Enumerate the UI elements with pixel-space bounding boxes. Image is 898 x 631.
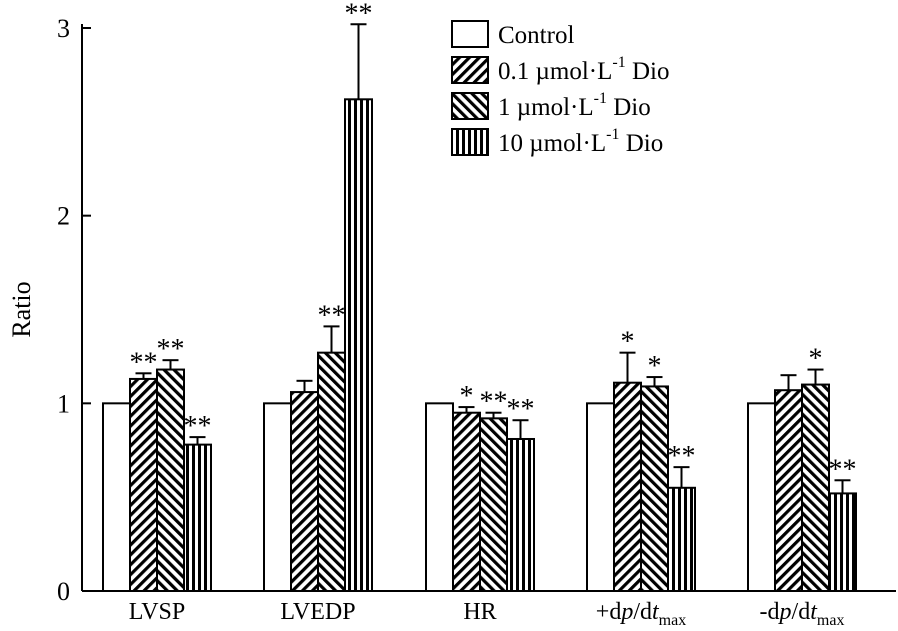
significance-marker: **	[829, 454, 857, 485]
legend-label-superscript: -1	[612, 54, 625, 71]
legend-label-main: Control	[498, 22, 574, 49]
bar	[586, 402, 615, 593]
significance-marker: *	[648, 351, 662, 382]
bar	[452, 411, 481, 593]
bar	[102, 402, 131, 593]
legend-swatch	[451, 20, 489, 48]
significance-marker: *	[809, 344, 823, 375]
legend-label-main: 0.1 µmol·L	[498, 58, 612, 85]
legend-label: 10 µmol·L-1 Dio	[498, 126, 663, 157]
y-tick-label: 3	[57, 14, 70, 43]
x-tick-label-part: t	[652, 599, 660, 625]
x-tick-label-part: p	[778, 599, 792, 625]
bar	[263, 402, 292, 593]
x-tick-label-part: /d	[633, 599, 652, 625]
bar	[290, 391, 319, 592]
x-tick-label-part: LVEDP	[280, 599, 355, 625]
legend-label: Control	[498, 22, 574, 49]
bar	[344, 98, 373, 593]
x-tick-label-part: p	[619, 599, 633, 625]
significance-marker: **	[668, 441, 696, 472]
significance-marker: **	[130, 347, 158, 378]
legend-label-main: 1 µmol·L	[498, 94, 594, 121]
x-tick-label-part: LVSP	[129, 599, 185, 625]
x-tick-label-part: t	[810, 599, 818, 625]
legend-label-superscript: -1	[606, 126, 619, 143]
legend-swatch	[451, 92, 489, 120]
x-tick-label: LVSP	[129, 599, 185, 625]
legend-label-main: 10 µmol·L	[498, 130, 606, 157]
x-tick-label: +dp/dtmax	[596, 599, 686, 629]
significance-marker: **	[345, 0, 373, 29]
y-tick-label: 1	[57, 389, 70, 418]
bar	[774, 389, 803, 592]
bar	[640, 385, 669, 592]
x-tick-label-part: max	[659, 612, 687, 629]
bar	[613, 381, 642, 592]
x-tick-label: HR	[463, 599, 496, 625]
bar	[747, 402, 776, 593]
legend-label: 0.1 µmol·L-1 Dio	[498, 54, 669, 85]
significance-marker: *	[460, 381, 474, 412]
bar	[183, 443, 212, 592]
legend-label-suffix: Dio	[619, 130, 663, 157]
x-tick-label-part: /d	[792, 599, 811, 625]
legend-label-superscript: -1	[594, 90, 607, 107]
legend-swatch	[451, 128, 489, 156]
bar	[317, 351, 346, 592]
x-tick-label-part: -d	[760, 599, 780, 625]
legend-swatch	[451, 56, 489, 84]
x-tick-label-part: max	[817, 612, 845, 629]
x-tick-label-part: +d	[596, 599, 622, 625]
y-tick-label: 0	[57, 577, 70, 606]
legend-label-suffix: Dio	[607, 94, 651, 121]
significance-marker: **	[480, 387, 508, 418]
legend-label-suffix: Dio	[626, 58, 670, 85]
y-tick-label: 2	[57, 202, 70, 231]
bar	[506, 437, 535, 592]
bar	[667, 486, 696, 592]
significance-marker: **	[184, 411, 212, 442]
bar	[828, 492, 857, 592]
significance-marker: *	[621, 327, 635, 358]
significance-marker: **	[507, 394, 535, 425]
y-axis-label: Ratio	[7, 281, 36, 337]
bar	[425, 402, 454, 593]
bar	[479, 417, 508, 593]
bar	[801, 383, 830, 593]
legend-label: 1 µmol·L-1 Dio	[498, 90, 651, 121]
significance-marker: **	[318, 300, 346, 331]
significance-marker: **	[157, 334, 185, 365]
x-tick-label: LVEDP	[280, 599, 355, 625]
x-tick-label: -dp/dtmax	[760, 599, 845, 629]
x-tick-label-part: HR	[463, 599, 496, 625]
bar	[129, 377, 158, 593]
bars: *********** ********* **	[102, 0, 857, 593]
bar	[156, 368, 185, 593]
